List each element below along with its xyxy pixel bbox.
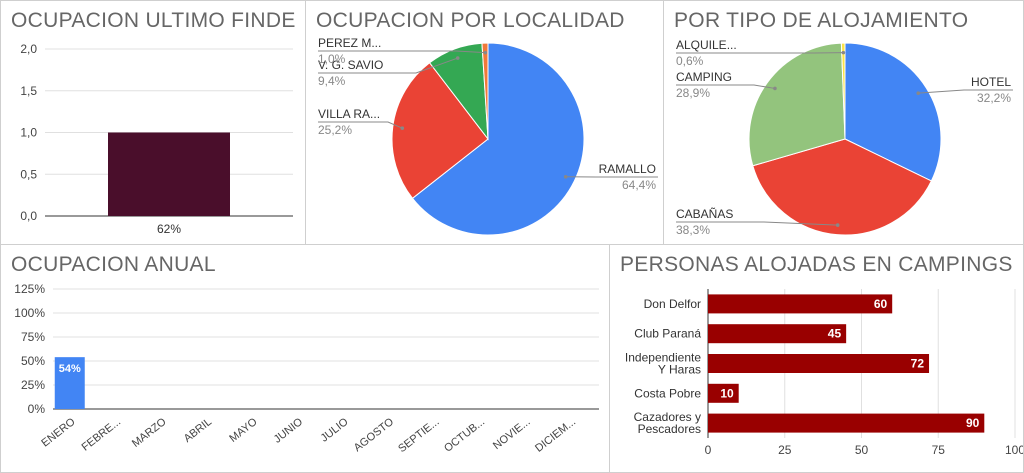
pie-chart-tipo-alojamiento: HOTEL 32,2% CABAÑAS 38,3% CAMPING 28,9% ALQUIL… (676, 38, 1013, 237)
x-tick-label: 100 (1005, 443, 1024, 457)
x-tick-label: 25 (778, 443, 792, 457)
y-tick-label: 0% (28, 402, 46, 416)
pie-slice (752, 138, 933, 236)
data-label: 45 (828, 327, 842, 341)
pie-slice (844, 42, 942, 182)
slice-value: 0,6% (676, 54, 704, 68)
x-tick-label: JULIO (319, 416, 351, 445)
bar-chart-ultimo-finde: 0,0 0,5 1,0 1,5 2,0 62% (20, 42, 293, 236)
x-tick-label: ENERO (39, 416, 78, 450)
bar (708, 354, 930, 373)
chart-title: OCUPACION ULTIMO FINDE (11, 9, 296, 32)
pie-slice (748, 42, 846, 167)
x-tick-label: NOVIE... (491, 416, 533, 452)
x-tick-label: ABRIL (182, 416, 214, 445)
bar (108, 132, 230, 216)
x-tick-label: MARZO (130, 416, 169, 450)
y-tick-label: 0,5 (20, 167, 37, 181)
panel-personas-alojadas: PERSONAS ALOJADAS EN CAMPINGS 0 25 50 75 100… (609, 244, 1024, 473)
slice-label: PEREZ M... (318, 36, 381, 50)
hbar-chart-campings: 0 25 50 75 100 60 Don Delfor 45 Club Paraná 72 Ind… (625, 289, 1024, 457)
y-tick-label: 25% (21, 378, 45, 392)
pie-slice (391, 62, 489, 200)
pie-slice (840, 42, 846, 140)
y-tick-label: 100% (14, 306, 45, 320)
slice-value: 1,0% (318, 52, 346, 66)
y-tick-label: 75% (21, 330, 45, 344)
slice-label: HOTEL (971, 75, 1011, 89)
slice-value: 64,4% (622, 178, 656, 192)
leader-dot (483, 50, 488, 55)
data-label: 72 (911, 357, 925, 371)
leader-line (676, 84, 776, 89)
bar (708, 413, 985, 433)
slice-label: CABAÑAS (676, 207, 733, 221)
panel-ocupacion-por-localidad: OCUPACION POR LOCALIDAD RAMALLO 64,4% VILL… (305, 0, 664, 245)
pie-slice (481, 42, 489, 140)
bar (708, 294, 893, 314)
y-tick-label: Independiente Y Haras (625, 351, 701, 377)
data-label: 60 (874, 297, 888, 311)
leader-line (318, 121, 403, 129)
pie-slice (411, 42, 585, 236)
slice-value: 32,2% (977, 91, 1011, 105)
y-tick-label: 2,0 (20, 42, 37, 56)
leader-line (318, 57, 458, 74)
slice-value: 9,4% (318, 74, 346, 88)
slice-value: 25,2% (318, 123, 352, 137)
leader-line (676, 221, 838, 226)
slice-label: ALQUILE... (676, 38, 737, 52)
slice-label: CAMPING (676, 70, 732, 84)
panel-ocupacion-ultimo-finde: OCUPACION ULTIMO FINDE 0,0 0,5 1,0 1,5 2,0 62… (0, 0, 306, 245)
bar (708, 324, 847, 344)
leader-line (318, 50, 486, 54)
y-tick-label: Cazadores y Pescadores (634, 410, 701, 436)
chart-title: POR TIPO DE ALOJAMIENTO (674, 9, 969, 32)
x-tick-label: 62% (157, 222, 181, 236)
bar (54, 357, 85, 409)
chart-title: OCUPACION POR LOCALIDAD (316, 9, 625, 32)
y-tick-label: 125% (14, 282, 45, 296)
bar (708, 383, 739, 403)
slice-label: VILLA RA... (318, 107, 380, 121)
y-tick-label: Don Delfor (644, 297, 701, 311)
x-tick-label: 50 (855, 443, 869, 457)
y-tick-label: Club Paraná (634, 327, 701, 341)
slice-label: RAMALLO (599, 162, 656, 176)
y-tick-label: 50% (21, 354, 45, 368)
slice-value: 28,9% (676, 86, 710, 100)
x-tick-label: AGOSTO (352, 416, 397, 455)
y-tick-label: 1,0 (20, 126, 37, 140)
x-tick-label: 75 (932, 443, 946, 457)
data-label: 54% (59, 363, 81, 375)
panel-ocupacion-anual: OCUPACION ANUAL 0% 25% 50% 75% 100% 125% 54% EN… (0, 244, 610, 473)
bar-chart-ocupacion-anual: 0% 25% 50% 75% 100% 125% 54% ENERO FEBRE... MARZO… (14, 282, 599, 455)
chart-title: PERSONAS ALOJADAS EN CAMPINGS (620, 253, 1013, 276)
x-tick-label: FEBRE... (80, 416, 124, 454)
x-tick-label: DICIEM... (533, 416, 578, 455)
x-tick-label: MAYO (227, 416, 260, 445)
slice-label: V. G. SAVIO (318, 58, 383, 72)
x-tick-label: 0 (705, 443, 712, 457)
x-tick-label: OCTUB... (442, 416, 487, 455)
chart-title: OCUPACION ANUAL (11, 253, 216, 276)
pie-chart-localidad: RAMALLO 64,4% VILLA RA... 25,2% V. G. SAVIO 9… (318, 36, 658, 236)
leader-line (918, 89, 1013, 94)
panel-por-tipo-alojamiento: POR TIPO DE ALOJAMIENTO HOTEL 32,2% CABAÑA… (663, 0, 1024, 245)
slice-value: 38,3% (676, 223, 710, 237)
x-tick-label: SEPTIE... (396, 416, 441, 455)
y-tick-label: 1,5 (20, 84, 37, 98)
x-tick-label: JUNIO (272, 416, 306, 446)
y-tick-label: Costa Pobre (634, 386, 701, 400)
y-tick-label: 0,0 (20, 209, 37, 223)
data-label: 90 (966, 416, 980, 430)
data-label: 10 (720, 386, 734, 400)
